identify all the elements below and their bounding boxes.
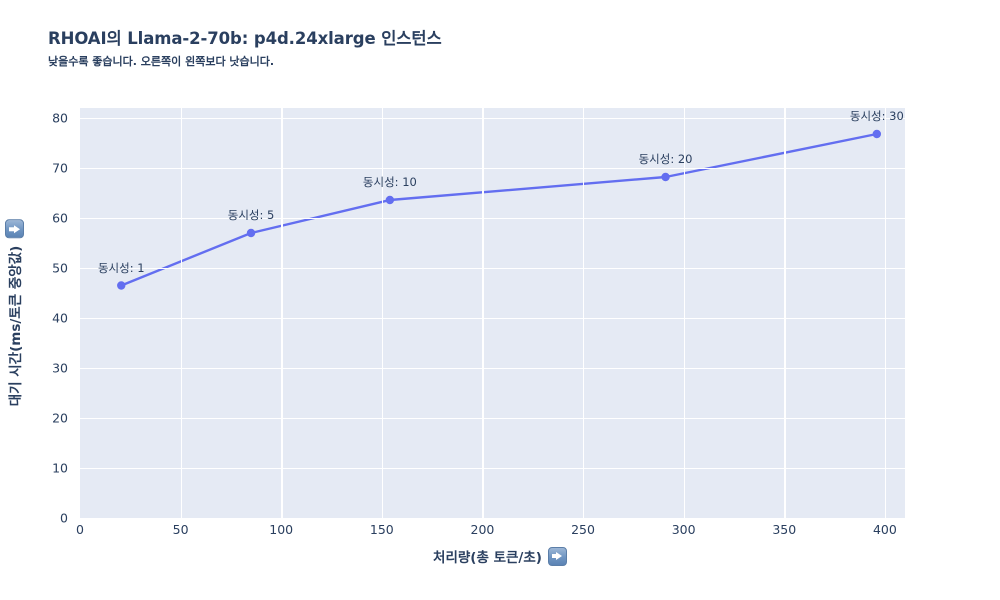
chart-subtitle: 낮을수록 좋습니다. 오른쪽이 왼쪽보다 낫습니다. <box>48 55 275 68</box>
page-title: RHOAI의 Llama-2-70b: p4d.24xlarge 인스턴스 <box>48 29 442 48</box>
data-point-label: 동시성: 30 <box>849 109 904 123</box>
gridline-vertical <box>784 108 786 518</box>
x-axis-tick-label: 100 <box>269 522 294 537</box>
x-axis-tick-label: 0 <box>76 522 84 537</box>
x-axis-tick-label: 300 <box>671 522 696 537</box>
data-point-label: 동시성: 20 <box>638 152 693 166</box>
y-axis-tick-label: 40 <box>52 310 68 326</box>
data-point-marker[interactable] <box>385 195 395 205</box>
gridline-horizontal <box>80 418 905 420</box>
gridline-horizontal <box>80 268 905 270</box>
y-axis-tick-label: 0 <box>60 510 68 526</box>
y-axis-tick-label: 20 <box>52 410 68 426</box>
x-axis-tick-label: 250 <box>571 522 595 537</box>
gridline-vertical <box>482 108 484 518</box>
y-axis-title-text: 대기 시간(ms/토큰 중앙값) <box>8 245 24 407</box>
x-axis-title-text: 처리량(총 토큰/초) <box>433 550 542 566</box>
gridline-vertical <box>180 108 182 518</box>
x-axis-tick-label: 150 <box>369 522 394 537</box>
y-axis-tick-label: 30 <box>52 360 68 376</box>
data-point-label: 동시성: 5 <box>227 208 275 222</box>
data-point-label: 동시성: 10 <box>362 175 417 189</box>
gridline-horizontal <box>80 318 905 320</box>
y-axis-title: 대기 시간(ms/토큰 중앙값) <box>4 219 24 407</box>
right-arrow-icon <box>547 546 567 566</box>
gridline-horizontal <box>80 168 905 170</box>
data-point-label: 동시성: 1 <box>97 260 145 275</box>
x-axis-tick-label: 200 <box>470 522 495 537</box>
x-axis-tick-label: 400 <box>872 522 897 537</box>
y-axis-tick-label: 60 <box>52 210 68 226</box>
title-block: RHOAI의 Llama-2-70b: p4d.24xlarge 인스턴스 낮을… <box>48 28 948 70</box>
y-axis-tick-label: 10 <box>52 460 68 476</box>
gridline-vertical <box>683 108 685 518</box>
x-axis-tick-label: 50 <box>172 522 189 537</box>
data-point-marker[interactable] <box>661 172 670 182</box>
gridline-horizontal <box>80 218 905 220</box>
data-point-marker[interactable] <box>872 129 882 139</box>
y-axis-tick-label: 80 <box>52 110 68 126</box>
gridline-horizontal <box>80 468 905 470</box>
series-line-p4d-24xlarge <box>117 129 882 290</box>
gridline-vertical <box>381 108 384 518</box>
data-point-marker[interactable] <box>246 228 256 238</box>
data-point-marker[interactable] <box>117 281 126 290</box>
gridline-vertical <box>884 108 887 518</box>
x-axis-tick-label: 350 <box>772 522 797 537</box>
y-axis-tick-label: 70 <box>52 160 68 176</box>
y-axis-tick-label: 50 <box>52 260 68 276</box>
x-axis-title: 처리량(총 토큰/초) <box>0 546 1000 566</box>
plot-area <box>80 108 905 518</box>
gridline-vertical <box>281 108 283 518</box>
gridline-horizontal <box>80 118 905 120</box>
gridline-horizontal <box>80 368 905 370</box>
gridline-vertical <box>583 108 585 518</box>
down-arrow-icon <box>4 219 24 239</box>
